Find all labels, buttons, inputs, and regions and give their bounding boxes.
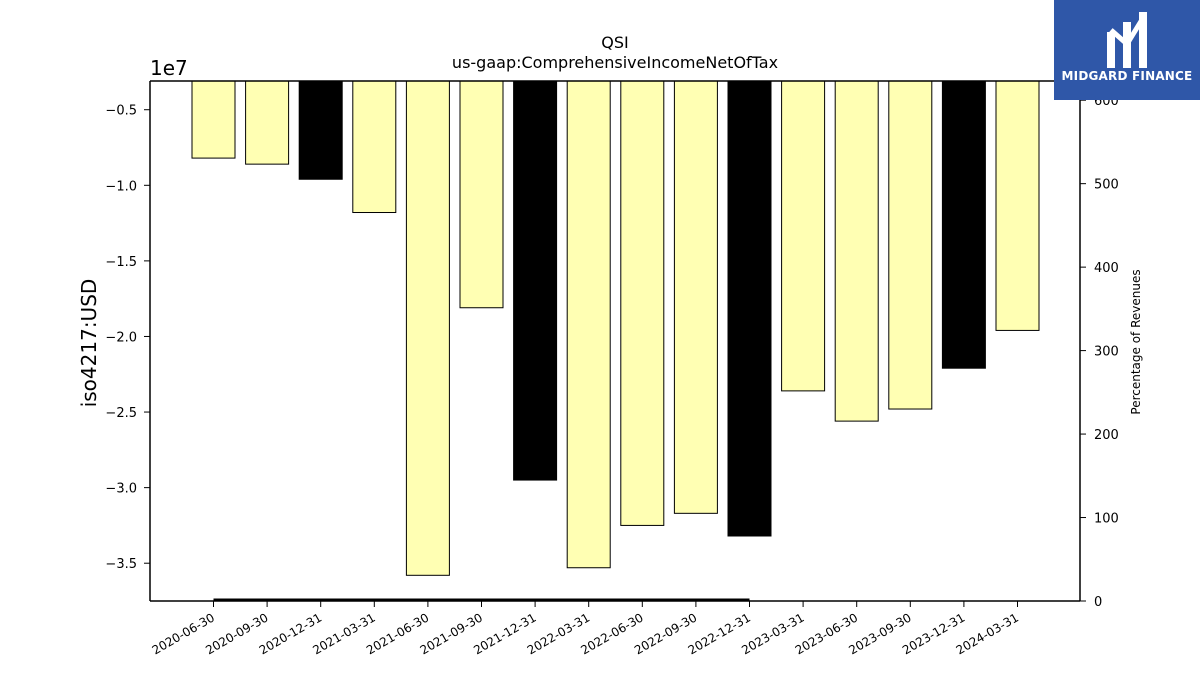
y-axis-label: iso4217:USD [77,279,101,408]
bar-2022-09-30 [673,80,718,514]
bar-2021-12-31 [513,80,558,481]
bar-2024-03-31 [995,80,1040,331]
bar-2023-06-30 [834,80,879,422]
midgard-logo-icon [1107,12,1147,68]
y2-tick-label: 200 [1094,428,1119,443]
bar-2022-03-31 [566,80,611,569]
bar-2023-03-31 [781,80,826,392]
bar-2020-06-30 [191,80,236,159]
chart-title: QSI [601,33,628,52]
y2-axis-label: Percentage of Revenues [1129,269,1143,414]
bar-2021-09-30 [459,80,504,309]
y2-tick-label: 400 [1094,261,1119,276]
axes-group [149,80,1081,602]
bar-2020-09-30 [245,80,290,165]
bar-2022-06-30 [620,80,665,526]
bar-2022-12-31 [727,80,772,537]
chart-subtitle: us-gaap:ComprehensiveIncomeNetOfTax [452,53,778,72]
y-tick-label: −3.0 [105,482,137,497]
y-axis-offset-label: 1e7 [150,56,188,80]
y-tick-label: −3.5 [105,557,137,572]
y2-tick-label: 500 [1094,178,1119,193]
logo-text: MIDGARD FINANCE [1061,69,1193,83]
bar-2021-06-30 [405,80,450,576]
y-tick-label: −1.0 [105,179,137,194]
y-ticks-group: −0.5 −1.0 −1.5 −2.0 −2.5 −3.0 −3.5 [105,104,150,572]
y2-tick-label: 0 [1094,595,1102,610]
bar-2023-09-30 [888,80,933,410]
y2-tick-label: 100 [1094,512,1119,527]
y2-tick-label: 300 [1094,345,1119,360]
brand-logo: MIDGARD FINANCE [1054,0,1200,100]
x-ticks-group: 2020-06-302020-09-302020-12-312021-03-31… [150,601,1021,657]
y-tick-label: −2.5 [105,406,137,421]
bars-group [191,80,1040,576]
bar-2020-12-31 [298,80,343,180]
bar-2023-12-31 [941,80,986,369]
y-tick-label: −1.5 [105,255,137,270]
y-tick-label: −2.0 [105,330,137,345]
y-tick-label: −0.5 [105,104,137,119]
bar-2021-03-31 [352,80,397,214]
